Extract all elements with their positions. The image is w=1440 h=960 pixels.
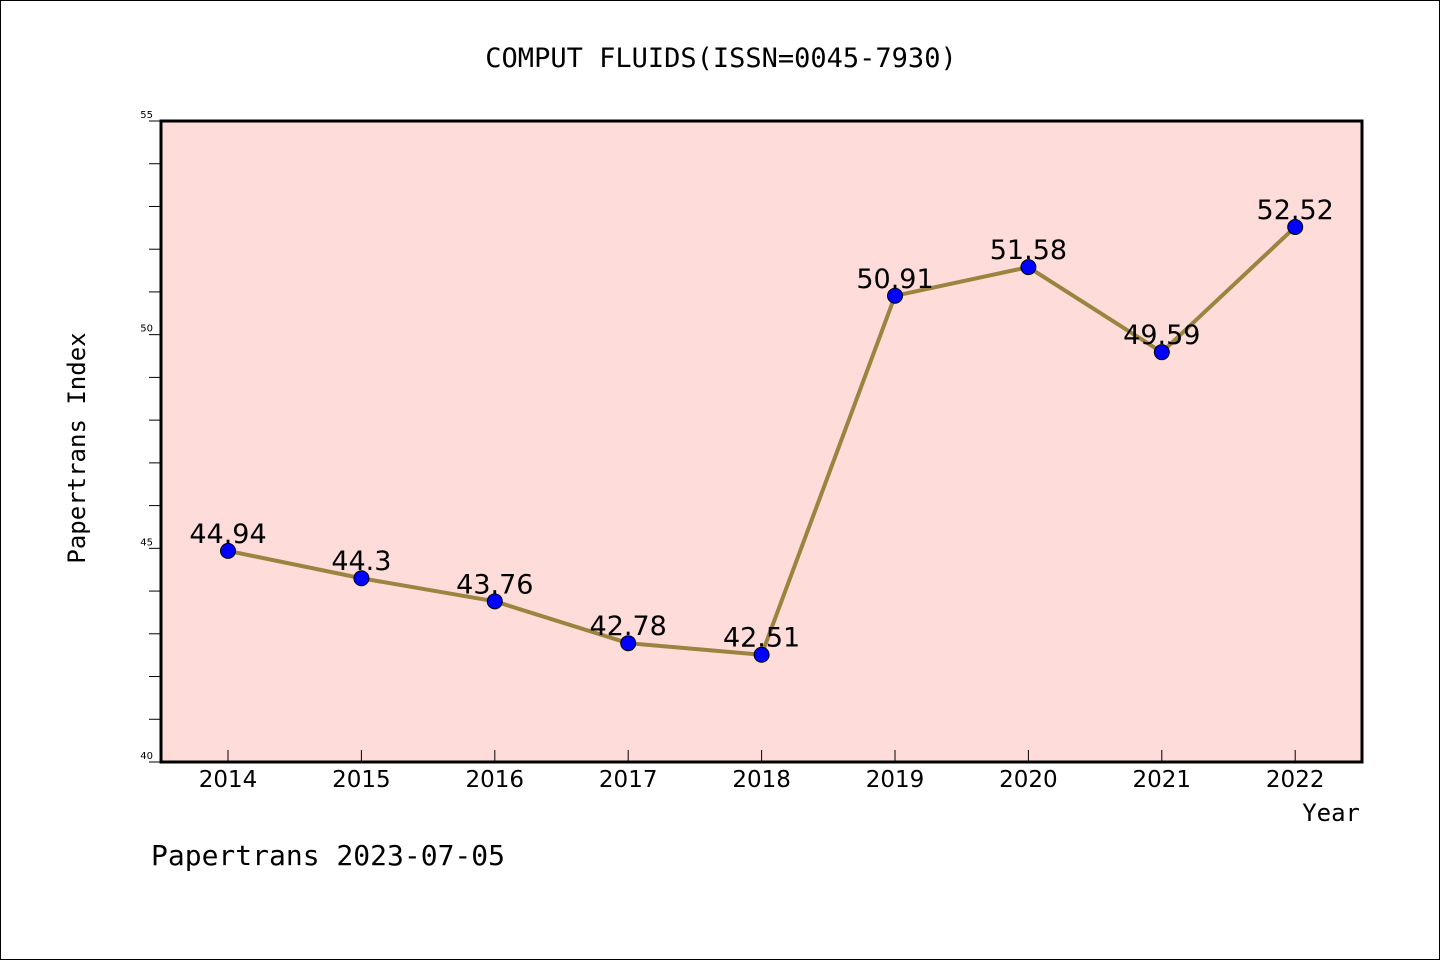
data-point: [1287, 218, 1304, 235]
data-label-layer: 44.94 44.3 43.76 42.78 42.51 50.91 51.58 49.59 5…: [189, 195, 1333, 654]
y-tick-label: 45: [140, 537, 153, 548]
data-point: [353, 570, 370, 587]
x-tick-label: 2022: [1266, 767, 1325, 793]
data-label: 43.76: [456, 569, 533, 600]
data-point: [486, 593, 503, 610]
data-label: 44.94: [189, 519, 266, 550]
x-axis-ticks: 2014 2015 2016 2017 2018 2019 2020 2021 2022: [199, 750, 1325, 793]
data-label: 44.3: [331, 546, 391, 577]
x-axis-label: Year: [1302, 799, 1360, 827]
footer-credit: Papertrans 2023-07-05: [151, 839, 505, 872]
y-axis-label: Papertrans Index: [63, 332, 91, 563]
plot-area: [161, 121, 1362, 762]
plot-frame: [159, 119, 1364, 764]
data-point: [220, 542, 236, 559]
chart-title: COMPUT FLUIDS(ISSN=0045-7930): [485, 43, 956, 74]
y-tick-label: 50: [140, 324, 153, 335]
x-tick-label: 2020: [999, 767, 1058, 793]
data-point: [1153, 344, 1170, 361]
y-axis-ticks: 40 45 50 55: [140, 110, 161, 763]
y-tick-label: 55: [140, 110, 153, 121]
data-point: [1020, 259, 1037, 276]
data-label: 52.52: [1257, 195, 1334, 226]
data-label: 51.58: [990, 235, 1067, 266]
x-tick-label: 2019: [866, 767, 925, 793]
x-tick-label: 2016: [466, 767, 525, 793]
x-tick-label: 2021: [1133, 767, 1192, 793]
data-point: [753, 646, 770, 663]
data-label: 42.51: [723, 623, 800, 654]
data-point: [887, 287, 903, 304]
data-label: 42.78: [590, 611, 667, 642]
series-layer: [220, 218, 1304, 663]
x-tick-label: 2015: [332, 767, 391, 793]
data-point: [620, 635, 637, 652]
y-tick-label: 40: [140, 751, 153, 762]
data-label: 49.59: [1123, 320, 1200, 351]
x-tick-label: 2018: [732, 767, 791, 793]
x-tick-label: 2014: [199, 767, 258, 793]
data-label: 50.91: [856, 264, 933, 295]
x-tick-label: 2017: [599, 767, 658, 793]
